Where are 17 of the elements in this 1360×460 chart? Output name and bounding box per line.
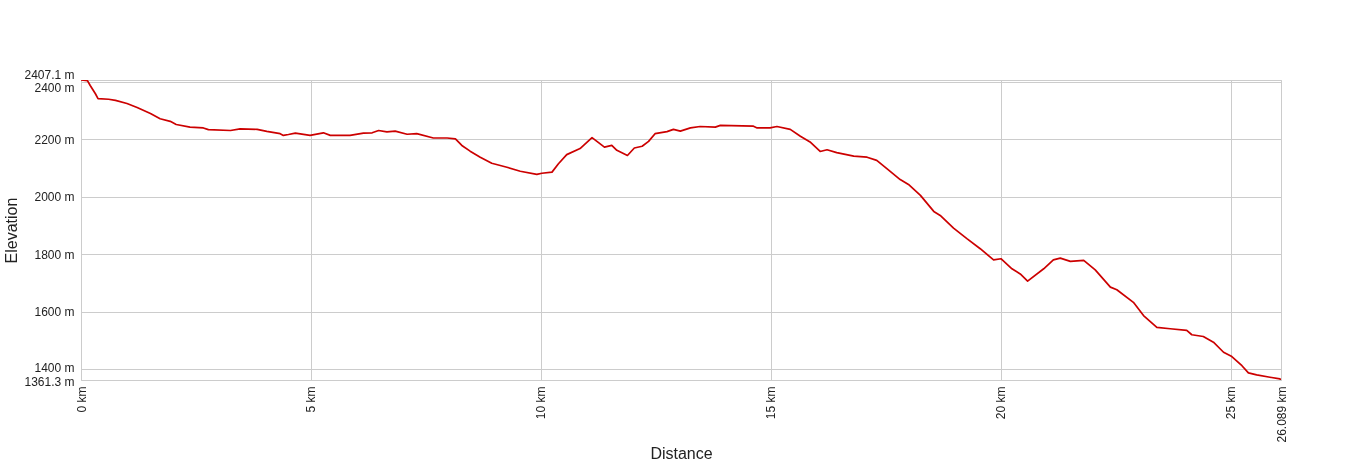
x-tick-label: 10 km (534, 386, 549, 420)
x-axis-title: Distance (650, 444, 713, 460)
x-tick-label: 20 km (994, 386, 1009, 420)
y-tick-label: 2400 m (34, 81, 75, 96)
y-axis-title: Elevation (3, 197, 21, 264)
y-tick-label: 1361.3 m (24, 374, 75, 389)
y-tick-label: 1800 m (34, 247, 75, 262)
y-tick-label: 2000 m (34, 190, 75, 205)
y-tick-label: 1400 m (34, 361, 75, 376)
x-tick-label: 0 km (74, 386, 89, 413)
x-tick-label: 15 km (764, 386, 779, 420)
y-tick-label: 1600 m (34, 305, 75, 320)
x-tick-label: 5 km (304, 386, 319, 413)
x-tick-label: 25 km (1224, 386, 1239, 420)
y-tick-label: 2200 m (34, 132, 75, 147)
x-tick-label: 26.089 km (1274, 386, 1289, 443)
y-tick-label: 2407.1 m (24, 67, 75, 82)
